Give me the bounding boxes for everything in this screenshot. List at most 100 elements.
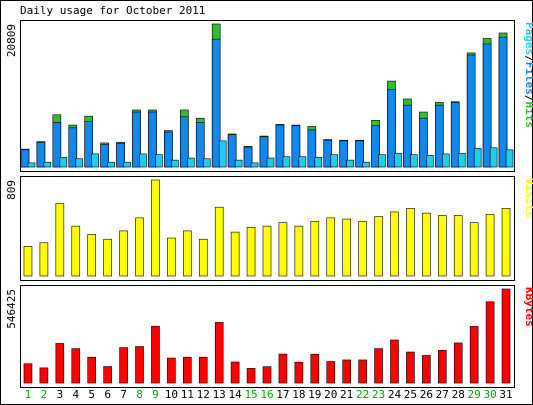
x-tick-label: 19 (308, 388, 321, 401)
x-tick-label: 12 (197, 388, 210, 401)
x-tick-label: 14 (229, 388, 243, 401)
bar-kbytes (119, 347, 128, 384)
bar-pages (59, 157, 68, 168)
bar-visits (501, 208, 511, 277)
bar-kbytes (230, 361, 240, 384)
x-tick-label: 1 (25, 388, 32, 401)
bar-kbytes (55, 343, 65, 384)
bar-files (132, 111, 141, 168)
bar-files (355, 140, 364, 168)
bar-pages (91, 153, 100, 168)
legend-entry: Hits (523, 102, 533, 129)
y-max-label-kbytes: 546425 (5, 289, 18, 329)
x-tick-label: 4 (72, 388, 79, 401)
bar-files (275, 124, 285, 168)
x-tick-label: 18 (292, 388, 305, 401)
bar-visits (230, 231, 240, 277)
x-tick-label: 17 (276, 388, 289, 401)
bar-kbytes (246, 368, 256, 384)
bar-kbytes (437, 350, 447, 384)
bar-kbytes (262, 366, 272, 384)
x-tick-label: 23 (372, 388, 385, 401)
legend-hits_files_pages: Pages/Files/Hits (523, 22, 533, 128)
bar-pages (314, 157, 323, 168)
bar-pages (473, 148, 482, 168)
legend-entry: Pages (523, 22, 533, 55)
bar-visits (167, 237, 176, 277)
bar-kbytes (342, 359, 351, 384)
bar-files (291, 125, 301, 168)
bar-visits (39, 242, 49, 277)
bar-pages (234, 159, 243, 168)
bar-pages (441, 153, 450, 168)
x-tick-label: 24 (388, 388, 402, 401)
bar-files (371, 125, 380, 168)
bar-files (259, 136, 269, 168)
bar-files (498, 36, 508, 168)
bar-visits (358, 221, 367, 277)
bar-kbytes (135, 346, 144, 384)
bar-files (482, 43, 492, 168)
bar-files (466, 54, 476, 168)
bar-files (243, 146, 253, 168)
bar-pages (187, 157, 195, 168)
bar-visits (342, 218, 351, 277)
bar-visits (246, 227, 256, 277)
bar-kbytes (422, 355, 431, 384)
bar-kbytes (390, 339, 399, 384)
bar-visits (214, 206, 224, 277)
bar-files (20, 149, 30, 168)
bar-kbytes (469, 326, 479, 384)
bar-visits (151, 179, 160, 277)
x-tick-label: 31 (499, 388, 512, 401)
x-tick-label: 20 (324, 388, 337, 401)
bar-kbytes (167, 357, 176, 384)
legend-entry: / (523, 95, 533, 102)
legend-visits: Visits (523, 178, 533, 218)
bar-kbytes (103, 366, 112, 384)
bar-files (307, 129, 317, 168)
bar-kbytes (358, 359, 367, 384)
bar-files (148, 111, 157, 168)
bar-kbytes (310, 353, 320, 384)
bar-pages (489, 147, 498, 168)
bar-files (164, 131, 173, 168)
bar-visits (437, 215, 447, 277)
bar-pages (43, 161, 52, 168)
legend-entry: KBytes (523, 287, 533, 327)
bar-files (68, 127, 78, 168)
legend-kbytes: KBytes (523, 287, 533, 327)
bar-kbytes (23, 363, 33, 384)
bar-files (323, 139, 333, 168)
bar-kbytes (71, 348, 81, 384)
bar-pages (394, 152, 402, 168)
bar-kbytes (501, 288, 511, 384)
bar-files (339, 140, 348, 168)
bar-pages (250, 162, 259, 168)
bar-files (36, 141, 46, 168)
bar-visits (119, 230, 128, 277)
bar-kbytes (87, 356, 97, 384)
x-tick-label: 28 (452, 388, 465, 401)
bar-files (450, 102, 460, 168)
bar-pages (346, 159, 354, 168)
bar-files (434, 104, 444, 168)
x-tick-label: 22 (356, 388, 369, 401)
bar-kbytes (294, 361, 304, 384)
bar-pages (457, 152, 466, 168)
bar-pages (362, 161, 370, 168)
y-max-label-visits: 809 (5, 180, 18, 200)
bar-kbytes (214, 322, 224, 384)
x-tick-label: 26 (420, 388, 433, 401)
x-tick-label: 13 (213, 388, 226, 401)
bar-files (403, 104, 412, 168)
bar-pages (266, 157, 275, 168)
bar-kbytes (374, 348, 383, 384)
bar-visits (55, 203, 65, 277)
bar-pages (282, 156, 291, 168)
bar-pages (171, 159, 179, 168)
bar-visits (310, 221, 320, 277)
bar-pages (298, 156, 307, 168)
bar-files (180, 116, 189, 168)
